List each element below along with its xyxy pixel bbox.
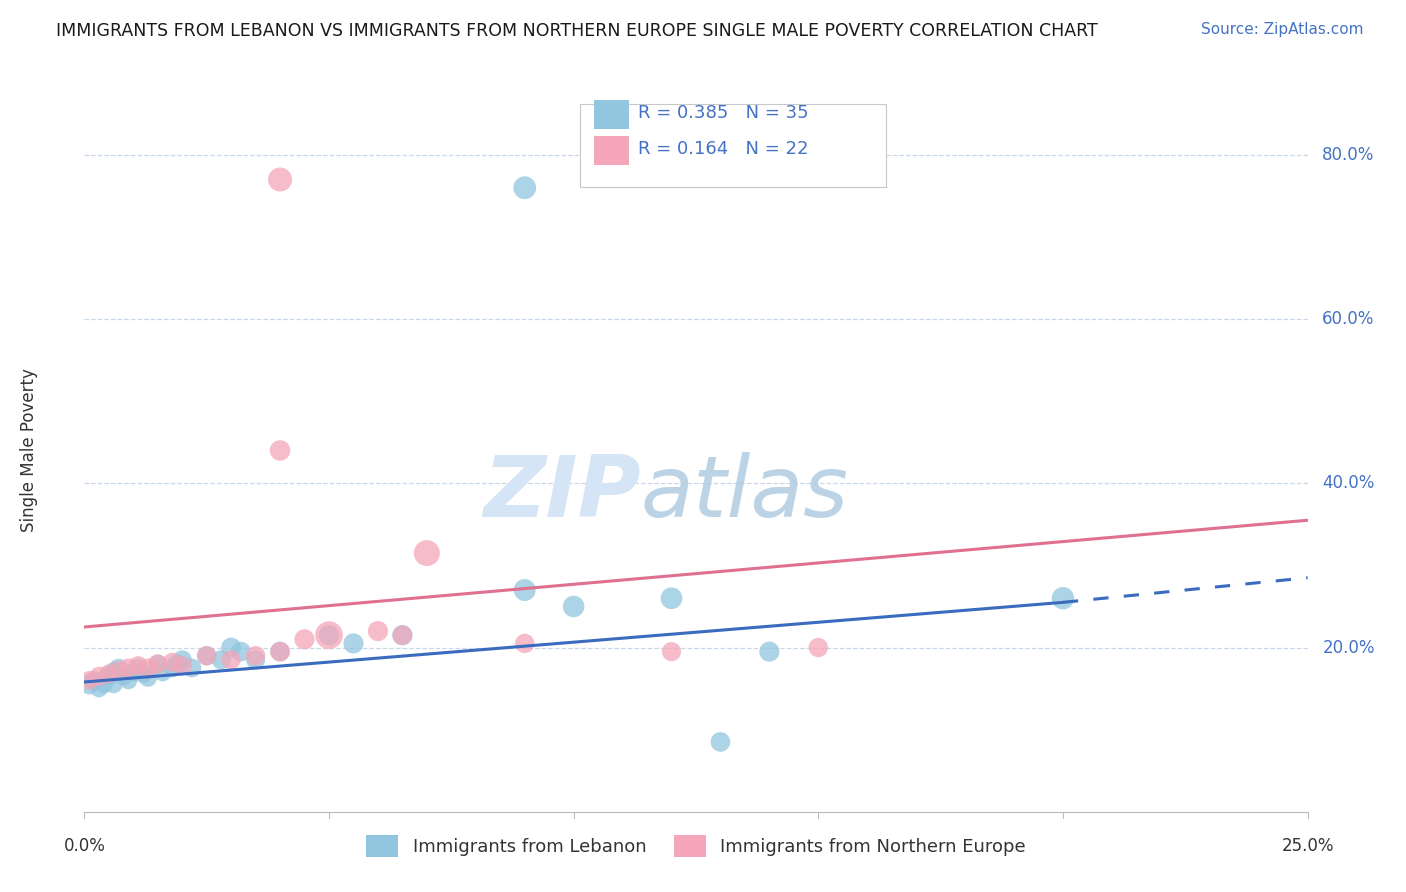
Point bbox=[229, 645, 252, 659]
Text: R = 0.164   N = 22: R = 0.164 N = 22 bbox=[638, 140, 808, 158]
Point bbox=[294, 632, 316, 647]
Text: Single Male Poverty: Single Male Poverty bbox=[20, 368, 38, 533]
Point bbox=[87, 669, 110, 683]
Point bbox=[93, 677, 115, 691]
Point bbox=[166, 657, 188, 671]
Point bbox=[152, 665, 174, 680]
FancyBboxPatch shape bbox=[595, 100, 628, 129]
Point bbox=[367, 624, 389, 639]
Point bbox=[136, 671, 159, 685]
Point bbox=[661, 591, 683, 606]
Point bbox=[122, 665, 145, 680]
Point bbox=[97, 666, 120, 681]
Point bbox=[117, 673, 139, 688]
Point bbox=[127, 661, 149, 675]
Point bbox=[269, 172, 291, 186]
Point bbox=[77, 677, 100, 691]
Point bbox=[513, 636, 536, 650]
Text: 60.0%: 60.0% bbox=[1322, 310, 1375, 328]
Point bbox=[807, 640, 830, 655]
Point bbox=[107, 664, 129, 678]
Point bbox=[103, 665, 125, 680]
Point bbox=[172, 658, 194, 673]
Point bbox=[195, 648, 218, 663]
Point bbox=[181, 661, 204, 675]
Point bbox=[245, 653, 267, 667]
Point bbox=[318, 628, 340, 642]
Point bbox=[209, 653, 232, 667]
FancyBboxPatch shape bbox=[579, 103, 886, 186]
Point bbox=[132, 666, 155, 681]
Text: atlas: atlas bbox=[641, 452, 849, 535]
Point bbox=[416, 546, 439, 560]
Point bbox=[112, 669, 135, 683]
Point bbox=[97, 669, 120, 683]
Point bbox=[146, 657, 169, 671]
Point bbox=[162, 661, 184, 675]
Point bbox=[562, 599, 585, 614]
Point bbox=[83, 673, 105, 688]
Point bbox=[269, 645, 291, 659]
Point bbox=[269, 645, 291, 659]
Text: IMMIGRANTS FROM LEBANON VS IMMIGRANTS FROM NORTHERN EUROPE SINGLE MALE POVERTY C: IMMIGRANTS FROM LEBANON VS IMMIGRANTS FR… bbox=[56, 22, 1098, 40]
Point bbox=[513, 180, 536, 194]
Point bbox=[1052, 591, 1074, 606]
Point bbox=[391, 628, 413, 642]
Point bbox=[245, 648, 267, 663]
Point bbox=[513, 582, 536, 597]
Point bbox=[103, 677, 125, 691]
Point bbox=[117, 661, 139, 675]
Point bbox=[107, 661, 129, 675]
Point bbox=[219, 653, 242, 667]
Text: 25.0%: 25.0% bbox=[1281, 837, 1334, 855]
Point bbox=[127, 658, 149, 673]
Point bbox=[172, 653, 194, 667]
Text: 80.0%: 80.0% bbox=[1322, 146, 1375, 164]
FancyBboxPatch shape bbox=[595, 136, 628, 165]
Point bbox=[269, 443, 291, 458]
Legend: Immigrants from Lebanon, Immigrants from Northern Europe: Immigrants from Lebanon, Immigrants from… bbox=[359, 828, 1033, 864]
Point bbox=[77, 673, 100, 688]
Point bbox=[136, 661, 159, 675]
Point bbox=[318, 628, 340, 642]
Text: ZIP: ZIP bbox=[484, 452, 641, 535]
Text: R = 0.385   N = 35: R = 0.385 N = 35 bbox=[638, 104, 808, 122]
Text: 0.0%: 0.0% bbox=[63, 837, 105, 855]
Point bbox=[162, 655, 184, 669]
Point bbox=[758, 645, 780, 659]
Point bbox=[195, 648, 218, 663]
Text: Source: ZipAtlas.com: Source: ZipAtlas.com bbox=[1201, 22, 1364, 37]
Point bbox=[87, 681, 110, 696]
Point bbox=[146, 657, 169, 671]
Point bbox=[219, 640, 242, 655]
Point bbox=[709, 735, 731, 749]
Point bbox=[391, 628, 413, 642]
Point bbox=[342, 636, 364, 650]
Text: 40.0%: 40.0% bbox=[1322, 475, 1375, 492]
Point bbox=[661, 645, 683, 659]
Text: 20.0%: 20.0% bbox=[1322, 639, 1375, 657]
